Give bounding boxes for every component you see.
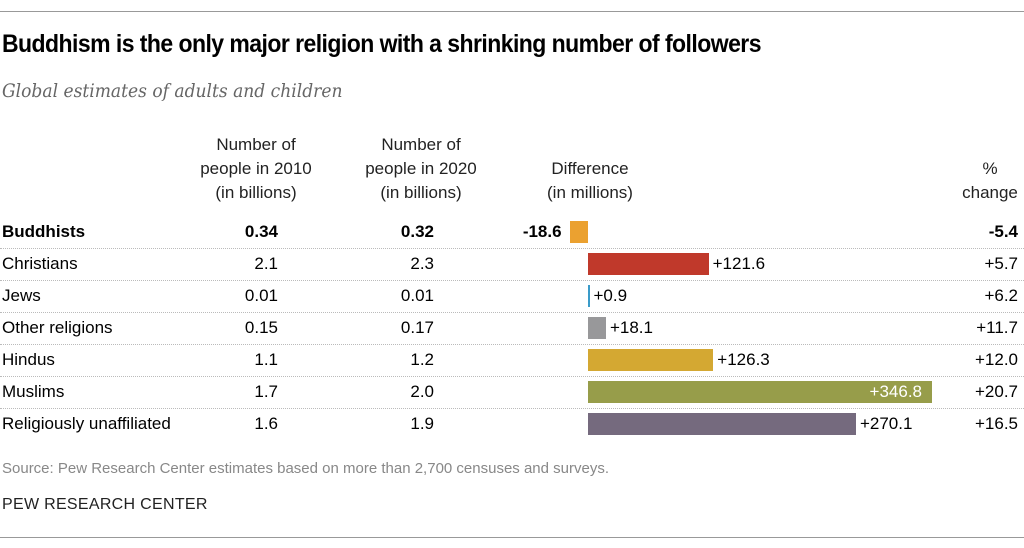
difference-bar [588,413,856,435]
row-label: Christians [2,254,78,273]
header-pop2010: Number of people in 2010 (in billions) [200,135,312,202]
value-2020: 2.3 [410,254,434,273]
row-separator [0,376,1024,377]
value-2020: 0.17 [400,318,434,337]
row-label: Hindus [2,350,55,369]
table-row: Hindus 1.1 1.2 +12.0 +126.3 [0,344,1024,376]
pct-change: +11.7 [976,318,1018,337]
difference-bar [588,285,590,307]
chart-title: Buddhism is the only major religion with… [2,30,762,58]
row-separator [0,344,1024,345]
difference-label: +121.6 [712,254,766,273]
header-difference: Difference (in millions) [547,159,633,202]
row-label: Buddhists [2,222,86,241]
difference-label: +126.3 [717,350,770,369]
value-2010: 1.6 [254,414,278,433]
value-2010: 0.15 [244,318,278,337]
value-2010: 1.7 [254,382,278,401]
pct-change: +16.5 [974,414,1018,433]
difference-bar [588,253,709,275]
brand-logo-text: PEW RESEARCH CENTER [2,496,208,513]
pct-change: +12.0 [974,350,1018,369]
row-label: Other religions [2,318,113,337]
chart-subtitle: Global estimates of adults and children [2,80,343,102]
row-separator [0,408,1024,409]
difference-bar [588,349,714,371]
difference-bar [588,317,606,339]
pct-change: +20.7 [974,382,1018,401]
row-label: Religiously unaffiliated [2,414,171,433]
table-row: Muslims 1.7 2.0 +20.7 +346.8 [0,376,1024,408]
header-pop2020: Number of people in 2020 (in billions) [365,135,477,202]
value-2020: 0.32 [400,222,434,241]
row-separator [0,248,1024,249]
difference-bar [569,221,588,243]
source-note: Source: Pew Research Center estimates ba… [2,460,609,477]
difference-label: +18.1 [609,318,653,337]
row-label: Muslims [2,382,65,401]
row-label: Jews [2,286,41,305]
table-row: Other religions 0.15 0.17 +11.7 +18.1 [0,312,1024,344]
row-separator [0,312,1024,313]
pct-change: -5.4 [988,222,1018,241]
value-2010: 0.01 [244,286,278,305]
bottom-rule [0,537,1024,538]
table-row: Christians 2.1 2.3 +5.7 +121.6 [0,248,1024,280]
value-2020: 1.2 [410,350,434,369]
value-2020: 0.01 [400,286,434,305]
value-2010: 2.1 [254,254,278,273]
value-2010: 0.34 [244,222,278,241]
pct-change: +6.2 [984,286,1018,305]
difference-label: -18.6 [522,222,562,241]
difference-label: +0.9 [593,286,628,305]
difference-bar [588,381,933,403]
table-row: Jews 0.01 0.01 +6.2 +0.9 [0,280,1024,312]
row-separator [0,280,1024,281]
header-pct-change: % change [962,159,1018,202]
difference-label: +346.8 [869,382,923,401]
value-2020: 1.9 [410,414,434,433]
value-2020: 2.0 [410,382,434,401]
difference-label: +270.1 [859,414,913,433]
pct-change: +5.7 [984,254,1018,273]
top-rule [0,11,1024,12]
table-row: Religiously unaffiliated 1.6 1.9 +16.5 +270.… [0,408,1024,440]
value-2010: 1.1 [254,350,278,369]
table-row: Buddhists 0.34 0.32 -5.4 -18.6 [0,216,1024,248]
